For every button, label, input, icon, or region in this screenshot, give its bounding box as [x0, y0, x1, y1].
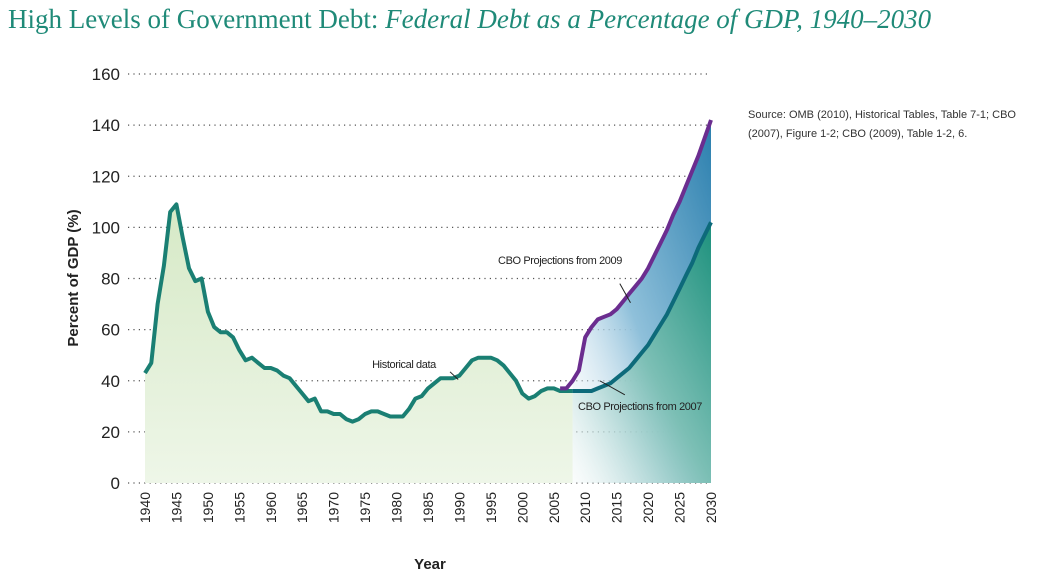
chart-title: High Levels of Government Debt: Federal … — [8, 4, 931, 35]
y-axis-label: Percent of GDP (%) — [65, 209, 82, 346]
x-axis-ticks: 1940 1945 1950 1955 1960 1965 1970 1975 1980 1985… — [137, 492, 719, 523]
cbo-2009-label: CBO Projections from 2009 — [498, 255, 622, 267]
x-tick-label: 1940 — [137, 492, 153, 523]
x-tick-label: 2020 — [640, 492, 656, 523]
y-tick-label: 20 — [101, 423, 120, 442]
x-tick-label: 1945 — [168, 492, 184, 523]
historical-line — [143, 202, 573, 424]
historical-label: Historical data — [372, 359, 437, 371]
x-tick-label: 2005 — [546, 492, 562, 523]
historical-area — [145, 204, 573, 483]
x-tick-label: 1960 — [263, 492, 279, 523]
y-axis-ticks: 0 20 40 60 80 100 120 140 160 — [92, 65, 120, 493]
area-fills — [145, 120, 711, 484]
x-tick-label: 1965 — [294, 492, 310, 523]
x-tick-label: 1970 — [326, 492, 342, 523]
y-tick-label: 160 — [92, 65, 120, 84]
x-axis-label: Year — [414, 556, 446, 573]
x-tick-label: 1975 — [357, 492, 373, 523]
cbo-2007-line — [572, 221, 713, 393]
title-subtitle: Federal Debt as a Percentage of GDP, 194… — [385, 4, 932, 34]
x-tick-label: 1950 — [200, 492, 216, 523]
title-main: High Levels of Government Debt: — [8, 4, 386, 34]
y-tick-label: 120 — [92, 167, 120, 186]
y-tick-label: 60 — [101, 321, 120, 340]
y-tick-label: 80 — [101, 270, 120, 289]
x-tick-label: 2010 — [577, 492, 593, 523]
cbo-2009-label-leader — [619, 283, 631, 304]
y-tick-label: 0 — [111, 474, 120, 493]
annotations: Historical data CBO Projections from 2009… — [372, 255, 702, 413]
cbo-2007-label-leader — [599, 380, 626, 396]
series-lines — [143, 119, 713, 424]
x-tick-label: 2025 — [672, 492, 688, 523]
x-tick-label: 1995 — [483, 492, 499, 523]
y-tick-label: 40 — [101, 372, 120, 391]
source-note: Source: OMB (2010), Historical Tables, T… — [748, 109, 1016, 140]
x-tick-label: 2015 — [609, 492, 625, 523]
x-tick-label: 1985 — [420, 492, 436, 523]
y-tick-label: 100 — [92, 218, 120, 237]
y-tick-label: 140 — [92, 116, 120, 135]
x-tick-label: 2030 — [703, 492, 719, 523]
historical-label-leader — [449, 371, 459, 380]
x-tick-label: 1980 — [389, 492, 405, 523]
x-tick-label: 1955 — [231, 492, 247, 523]
cbo-2009-line — [560, 119, 713, 391]
x-tick-label: 2000 — [514, 492, 530, 523]
cbo-2007-label: CBO Projections from 2007 — [578, 401, 702, 413]
x-tick-label: 1990 — [451, 492, 467, 523]
